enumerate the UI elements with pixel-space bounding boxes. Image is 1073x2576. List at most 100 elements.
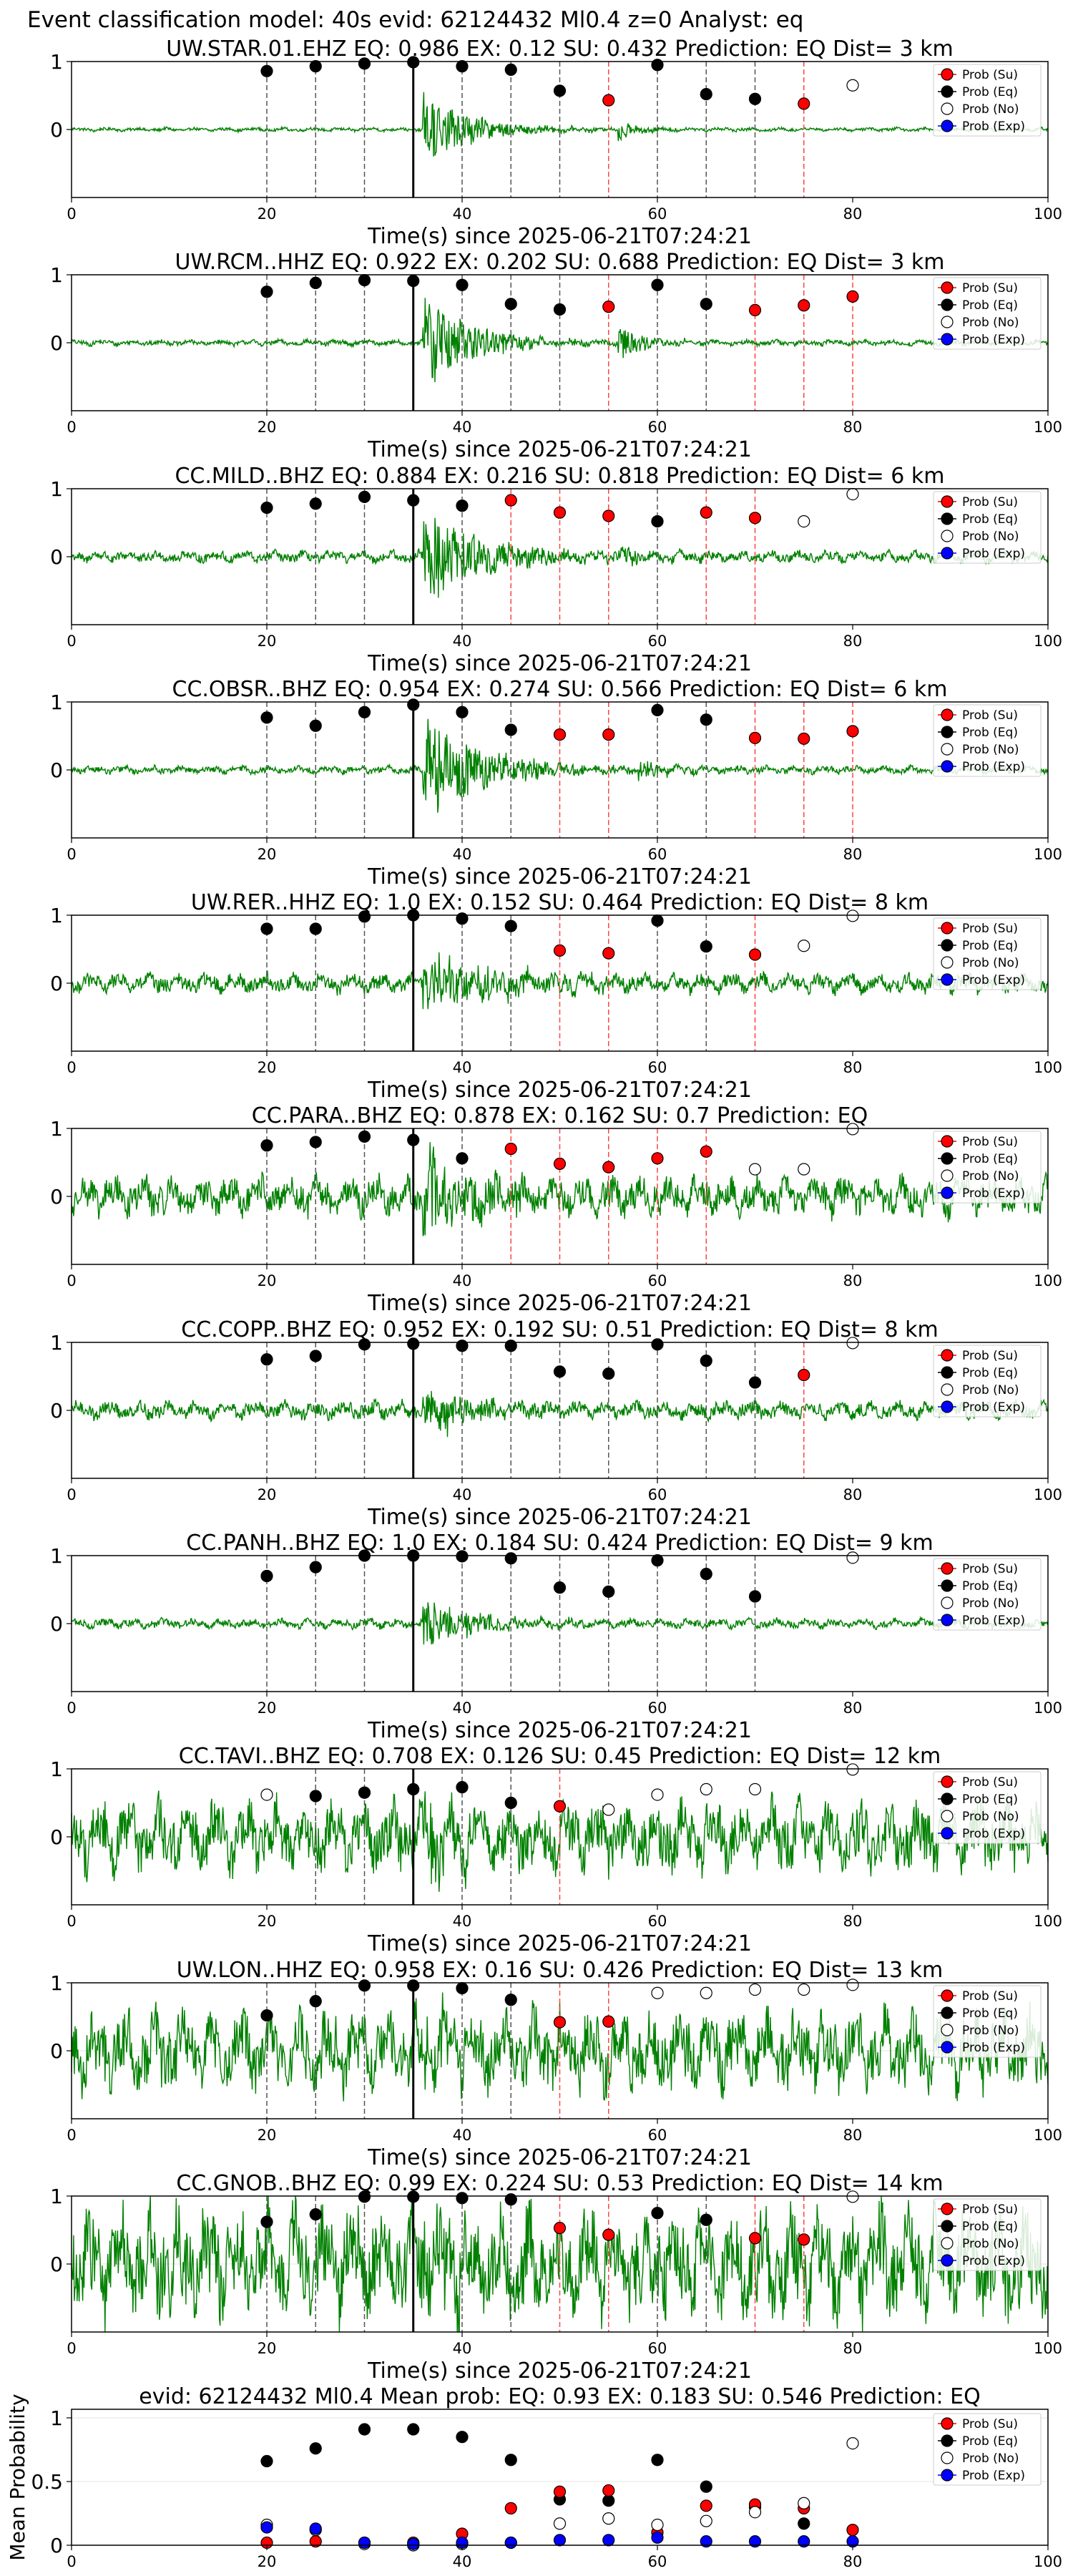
- y-tick-label: 0: [50, 1399, 63, 1423]
- prob-point: [358, 274, 371, 287]
- legend-marker: [941, 1827, 954, 1840]
- legend-marker: [941, 281, 954, 294]
- prob-point: [309, 1561, 322, 1574]
- prob-point: [260, 922, 273, 935]
- x-tick-label: 100: [1034, 1486, 1062, 1503]
- legend-marker: [941, 1135, 954, 1148]
- prob-point: [309, 1790, 322, 1802]
- y-tick-label: 0: [50, 2534, 63, 2557]
- legend-label: Prob (Exp): [962, 2254, 1025, 2268]
- x-tick-label: 60: [648, 2553, 667, 2570]
- prob-point: [407, 2190, 420, 2203]
- mean-prob-point: [846, 2437, 859, 2450]
- legend-box: [933, 1345, 1042, 1418]
- prob-point: [602, 728, 615, 741]
- legend-marker: [941, 2202, 954, 2215]
- panel-title: CC.GNOB..BHZ EQ: 0.99 EX: 0.224 SU: 0.53…: [176, 2171, 943, 2196]
- legend-marker: [941, 1989, 954, 2002]
- y-tick-label: 0: [50, 118, 63, 142]
- legend-label: Prob (Exp): [962, 2041, 1025, 2055]
- mean-prob-point: [553, 2534, 567, 2547]
- prob-point: [309, 719, 322, 732]
- x-tick-label: 40: [453, 2340, 472, 2357]
- x-tick-label: 60: [648, 2340, 667, 2357]
- prob-point: [553, 728, 567, 741]
- prob-point: [260, 1353, 273, 1366]
- prob-point: [748, 512, 762, 525]
- x-tick-label: 80: [843, 846, 863, 863]
- mean-prob-point: [260, 2521, 273, 2534]
- prob-point: [260, 1569, 273, 1583]
- legend-label: Prob (No): [962, 2024, 1019, 2038]
- x-tick-label: 0: [67, 205, 76, 223]
- x-tick-label: 60: [648, 633, 667, 650]
- panel-title: UW.RCM..HHZ EQ: 0.922 EX: 0.202 SU: 0.68…: [175, 250, 945, 275]
- legend-box: [933, 1558, 1042, 1631]
- legend-marker: [941, 316, 954, 328]
- prob-point: [309, 2208, 322, 2221]
- x-tick-label: 100: [1034, 846, 1062, 863]
- prob-point: [504, 298, 517, 311]
- prob-point: [700, 1145, 712, 1158]
- prob-point: [407, 274, 420, 288]
- mean-prob-point: [700, 2480, 712, 2493]
- legend-marker: [941, 333, 954, 346]
- x-tick-label: 60: [648, 1272, 667, 1289]
- prob-point: [602, 509, 615, 522]
- prob-point: [700, 1782, 712, 1796]
- prob-point: [700, 506, 712, 519]
- y-tick-label: 1: [50, 263, 63, 287]
- prob-point: [407, 1979, 420, 1992]
- legend-label: Prob (Exp): [962, 1614, 1025, 1628]
- prob-point: [846, 1979, 859, 1991]
- prob-point: [456, 2192, 469, 2205]
- legend-label: Prob (No): [962, 2237, 1019, 2251]
- legend-label: Prob (Eq): [962, 1792, 1018, 1807]
- prob-point: [309, 497, 322, 510]
- prob-point: [309, 1995, 322, 2008]
- prob-point: [700, 298, 712, 311]
- prob-point: [700, 940, 712, 953]
- legend-marker: [941, 1810, 954, 1823]
- prob-point: [651, 1152, 664, 1165]
- waveform-trace: [71, 1390, 1049, 1438]
- prob-point: [456, 1340, 469, 1352]
- prob-point: [700, 713, 712, 726]
- mean-prob-point: [260, 2454, 273, 2468]
- legend-label: Prob (Exp): [962, 333, 1025, 347]
- x-tick-label: 100: [1034, 205, 1062, 223]
- prob-point: [358, 490, 371, 504]
- x-tick-label: 0: [67, 2127, 76, 2144]
- x-tick-label: 20: [258, 1486, 277, 1503]
- x-tick-label: 40: [453, 1272, 472, 1289]
- x-tick-label: 40: [453, 633, 472, 650]
- y-tick-label: 0: [50, 1185, 63, 1209]
- legend-marker: [941, 1400, 954, 1413]
- mean-prob-point: [651, 2454, 664, 2467]
- prob-point: [456, 706, 469, 718]
- x-tick-label: 20: [258, 1059, 277, 1076]
- mean-prob-point: [456, 2431, 469, 2444]
- x-tick-label: 0: [67, 1059, 76, 1076]
- prob-point: [748, 948, 762, 961]
- legend-marker: [941, 1596, 954, 1609]
- x-axis-label: Time(s) since 2025-06-21T07:24:21: [367, 1718, 752, 1743]
- prob-point: [260, 501, 273, 514]
- prob-point: [260, 1788, 273, 1801]
- figure-title: Event classification model: 40s evid: 62…: [27, 7, 803, 33]
- x-tick-label: 20: [258, 205, 277, 223]
- legend-marker: [941, 939, 954, 952]
- x-tick-label: 0: [67, 2553, 76, 2570]
- legend-box: [933, 1771, 1042, 1844]
- legend-label: Prob (Su): [962, 68, 1018, 82]
- mean-prob-point: [553, 2485, 567, 2498]
- prob-point: [309, 1350, 322, 1362]
- prob-point: [358, 1786, 371, 1799]
- y-tick-label: 1: [50, 2185, 63, 2208]
- prob-point: [309, 276, 322, 289]
- prob-point: [407, 56, 420, 69]
- panel-title: UW.STAR.01.EHZ EQ: 0.986 EX: 0.12 SU: 0.…: [166, 36, 954, 62]
- prob-point: [846, 290, 859, 303]
- station-panel: UW.RCM..HHZ EQ: 0.922 EX: 0.202 SU: 0.68…: [50, 250, 1062, 462]
- prob-point: [651, 703, 664, 717]
